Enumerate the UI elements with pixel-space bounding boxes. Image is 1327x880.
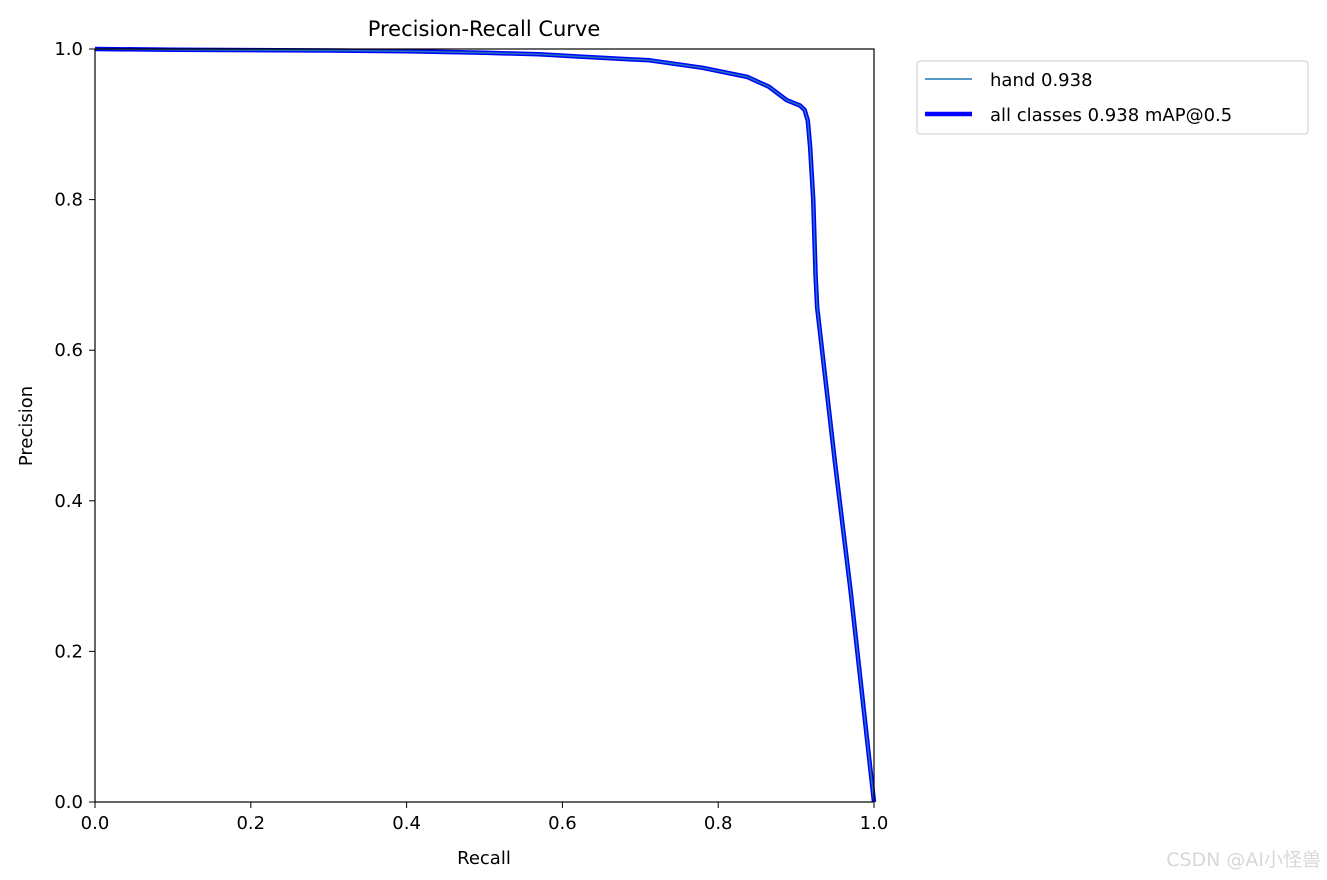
y-tick-label: 0.4: [54, 491, 83, 512]
plot-frame: [94, 48, 875, 803]
y-tick-label: 0.6: [54, 340, 83, 361]
x-axis-label: Recall: [457, 848, 511, 869]
x-tick-label: 0.4: [392, 813, 421, 834]
series-line-hand: [94, 48, 875, 803]
watermark: CSDN @AI小怪兽: [1166, 849, 1321, 871]
y-tick-label: 0.0: [54, 792, 83, 813]
x-tick-label: 1.0: [860, 813, 889, 834]
legend: hand 0.938 all classes 0.938 mAP@0.5: [916, 60, 1309, 135]
y-tick-label: 0.2: [54, 641, 83, 662]
x-tick-label: 0.2: [236, 813, 265, 834]
x-tick-label: 0.0: [81, 813, 110, 834]
legend-box: [916, 60, 1309, 135]
series-line-all-classes: [94, 46, 877, 803]
legend-label-hand: hand 0.938: [990, 70, 1093, 91]
y-axis-label: Precision: [16, 386, 37, 466]
y-tick-label: 1.0: [54, 39, 83, 60]
x-tick-label: 0.6: [548, 813, 577, 834]
x-tick-label: 0.8: [704, 813, 733, 834]
chart-title: Precision-Recall Curve: [368, 17, 601, 41]
legend-label-all-classes: all classes 0.938 mAP@0.5: [990, 105, 1232, 126]
y-tick-label: 0.8: [54, 190, 83, 211]
